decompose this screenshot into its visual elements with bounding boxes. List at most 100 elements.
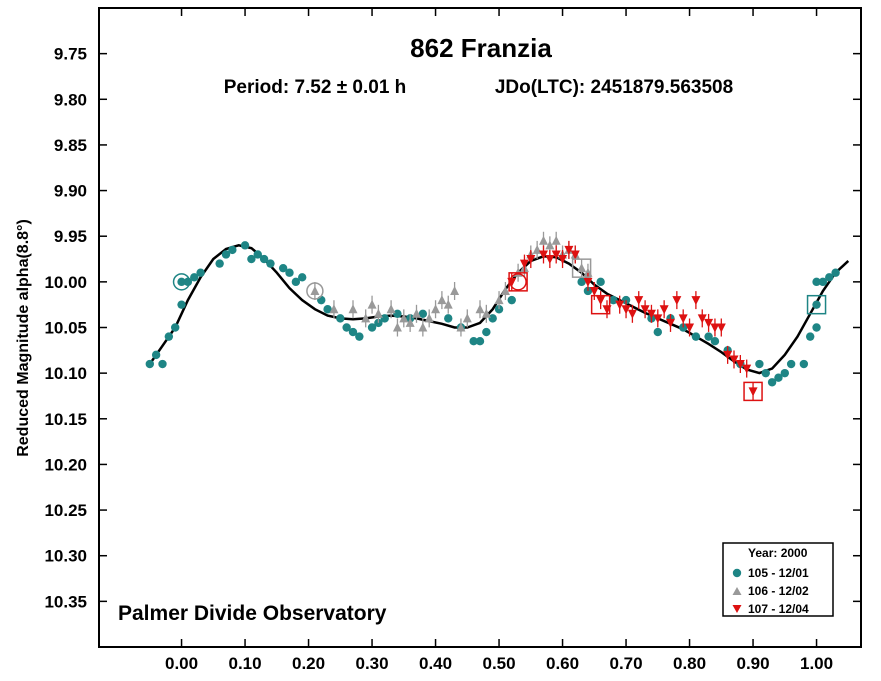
point-106 [551, 235, 561, 245]
y-tick-label: 9.80 [54, 90, 87, 109]
point-106 [450, 285, 460, 295]
point-105 [145, 359, 154, 369]
point-107 [570, 250, 580, 260]
point-105 [355, 332, 364, 341]
point-105 [380, 314, 389, 323]
x-tick-label: 0.10 [229, 654, 262, 673]
point-105 [774, 373, 783, 382]
legend-box [722, 542, 834, 617]
point-107 [735, 360, 745, 370]
point-107 [634, 296, 644, 306]
point-105 [247, 254, 256, 264]
point-105 [285, 268, 294, 277]
y-tick-label: 10.30 [44, 547, 87, 566]
point-105 [177, 300, 186, 309]
x-tick-label: 0.20 [292, 654, 325, 673]
point-107 [742, 364, 752, 374]
point-106 [392, 322, 402, 332]
point-106 [348, 304, 358, 314]
point-106 [329, 304, 339, 314]
point-105 [317, 295, 326, 305]
point-105 [253, 250, 262, 259]
x-tick-label: 0.00 [165, 654, 198, 673]
point-106 [456, 322, 466, 332]
x-tick-label: 1.00 [800, 654, 833, 673]
point-107 [704, 318, 714, 328]
legend-title: Year: 2000 [748, 546, 808, 560]
point-106 [361, 313, 371, 323]
point-106 [545, 240, 555, 250]
point-105 [259, 254, 269, 264]
open-markers-group [172, 258, 827, 402]
point-105 [171, 323, 180, 332]
point-105 [761, 368, 770, 378]
point-105 [278, 263, 288, 273]
point-105 [418, 309, 428, 319]
point-105 [177, 277, 186, 287]
x-tick-label: 0.50 [483, 654, 516, 673]
legend-marker-106 [732, 587, 742, 595]
point-106 [373, 308, 383, 318]
point-105 [469, 336, 478, 346]
point-105 [831, 268, 840, 277]
point-106 [386, 304, 396, 314]
point-107 [627, 309, 637, 319]
point-105 [336, 314, 345, 323]
point-105 [393, 309, 402, 319]
point-105 [151, 350, 161, 360]
point-106 [443, 299, 453, 309]
point-105 [190, 273, 199, 282]
point-105 [691, 332, 701, 341]
chart-title: 862 Franzia [410, 33, 552, 63]
point-106 [437, 295, 447, 305]
point-105 [679, 323, 688, 332]
point-107 [672, 296, 682, 306]
open-square-marker [571, 258, 592, 278]
x-tick-label: 0.80 [673, 654, 706, 673]
point-106 [418, 322, 428, 332]
point-105 [767, 378, 777, 387]
point-107 [583, 277, 593, 287]
point-107 [691, 296, 701, 306]
open-circle-marker [509, 273, 527, 291]
x-tick-label: 0.70 [610, 654, 643, 673]
point-107 [723, 350, 733, 360]
point-105 [482, 327, 491, 337]
point-105 [164, 332, 174, 341]
point-107 [685, 323, 695, 333]
y-tick-label: 9.85 [54, 136, 87, 155]
point-106 [539, 235, 548, 245]
point-106 [367, 299, 377, 309]
point-105 [577, 277, 586, 287]
point-105 [806, 332, 815, 341]
point-106 [500, 285, 510, 295]
point-105 [196, 268, 205, 277]
point-105 [266, 259, 275, 268]
y-tick-label: 9.95 [54, 227, 87, 246]
y-axis-label: Reduced Magnitude alpha(8.8°) [15, 219, 32, 457]
point-105 [609, 295, 618, 305]
y-tick-label: 10.35 [44, 592, 87, 611]
y-tick-label: 10.05 [44, 319, 87, 338]
point-105 [812, 300, 821, 309]
open-circle-marker [172, 273, 191, 291]
point-107 [621, 305, 631, 315]
point-105 [342, 323, 351, 332]
point-105 [475, 336, 485, 346]
open-square-marker [743, 381, 763, 402]
point-107 [678, 314, 688, 324]
legend-entry-105: 105 - 12/01 [748, 566, 809, 580]
point-105 [158, 359, 167, 369]
point-105 [786, 359, 796, 369]
point-107 [640, 305, 650, 315]
legend: Year: 2000 105 - 12/01 106 - 12/02 107 -… [722, 542, 834, 617]
point-105 [799, 359, 809, 369]
point-105 [596, 277, 605, 287]
point-105 [367, 323, 377, 332]
point-107 [526, 255, 536, 265]
point-107 [596, 296, 606, 306]
x-tick-label: 0.90 [737, 654, 770, 673]
point-107 [539, 250, 548, 260]
point-105 [812, 323, 821, 332]
point-107 [748, 387, 758, 397]
